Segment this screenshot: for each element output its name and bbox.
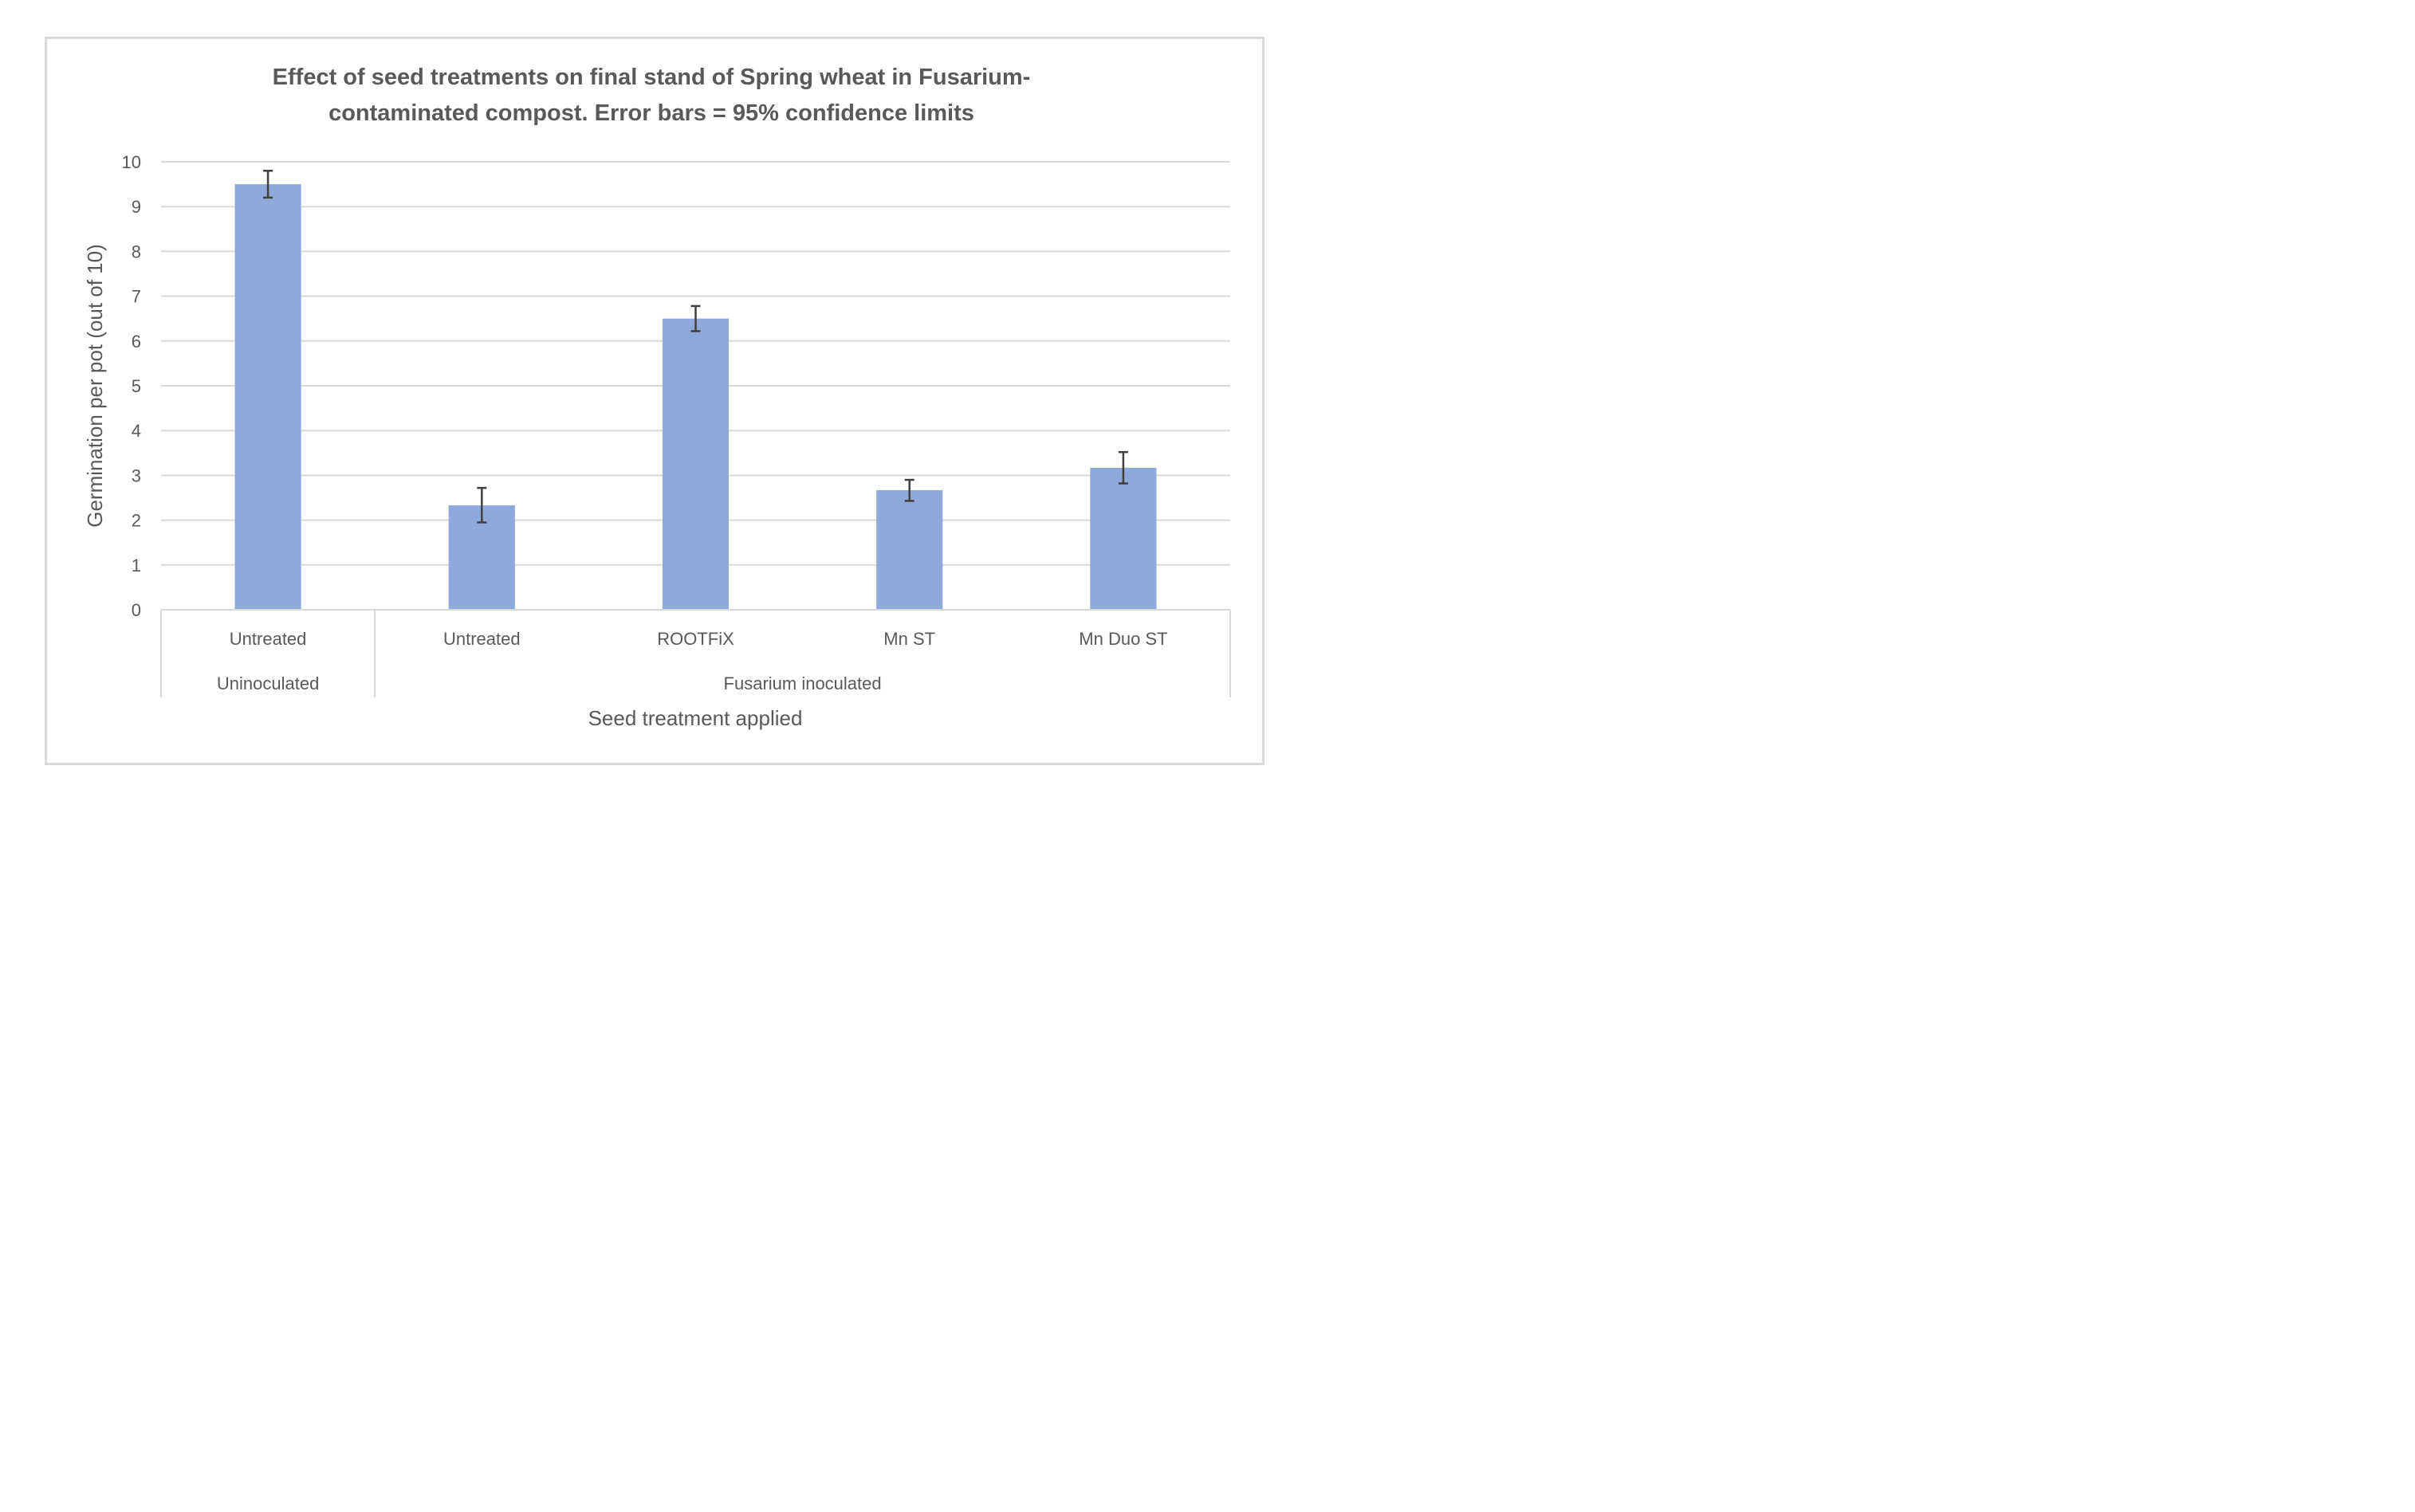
group-label: Uninoculated [217, 674, 319, 693]
bar [234, 184, 301, 611]
x-axis-title: Seed treatment applied [588, 706, 803, 730]
y-tick-label: 5 [132, 376, 141, 396]
y-tick-label: 6 [132, 332, 141, 351]
x-axis: Untreated Untreated ROOTFiX Mn ST Mn Duo ST U… [160, 609, 1231, 697]
bars [234, 184, 1157, 611]
chart-title-line-2: contaminated compost. Error bars = 95% c… [328, 100, 974, 126]
x-tick-label: Untreated [443, 629, 521, 649]
error-bar [690, 304, 701, 332]
y-axis-title: Germination per pot (out of 10) [83, 244, 107, 528]
y-tick-label: 10 [122, 152, 141, 172]
y-tick-label: 8 [132, 242, 141, 261]
gridlines [161, 161, 1230, 566]
error-bar [263, 169, 273, 199]
error-bar [904, 478, 914, 502]
group-label: Fusarium inoculated [724, 674, 882, 693]
bar [662, 318, 730, 610]
x-tick-label: ROOTFiX [657, 629, 734, 649]
y-tick-label: 1 [132, 556, 141, 575]
y-tick-label: 3 [132, 465, 141, 485]
chart-title-line-1: Effect of seed treatments on final stand… [273, 65, 1031, 90]
error-bar [1118, 450, 1128, 485]
y-tick-label: 2 [132, 511, 141, 531]
y-tick-label: 7 [132, 287, 141, 307]
y-tick-label: 4 [132, 421, 141, 441]
x-tick-label: Untreated [230, 629, 307, 649]
y-axis-tick-labels: 0 1 2 3 4 5 6 7 8 9 10 [122, 152, 141, 620]
bar [1090, 467, 1157, 610]
bar-chart: Effect of seed treatments on final stand… [83, 65, 1231, 730]
x-tick-label: Mn ST [883, 629, 935, 649]
y-tick-label: 9 [132, 197, 141, 217]
bar [876, 489, 943, 610]
error-bar [477, 486, 487, 524]
x-tick-label: Mn Duo ST [1079, 629, 1167, 649]
y-tick-label: 0 [132, 600, 141, 620]
error-bars [263, 169, 1128, 524]
